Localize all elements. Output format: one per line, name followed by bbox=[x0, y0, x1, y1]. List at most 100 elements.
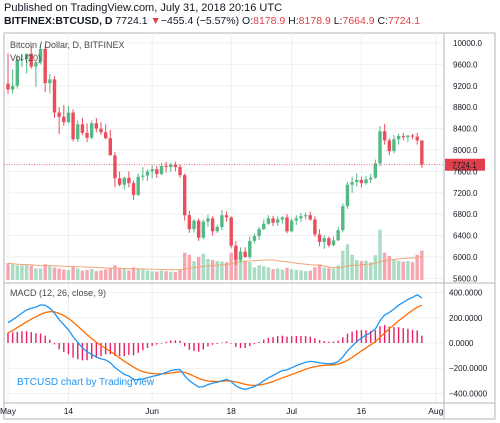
candle-body bbox=[276, 219, 280, 223]
open-value: 8178.9 bbox=[253, 15, 286, 27]
volume-bar bbox=[406, 261, 410, 280]
volume-bar bbox=[103, 269, 108, 280]
candle-body bbox=[43, 48, 47, 84]
macd-histogram-bar bbox=[286, 336, 288, 343]
macd-histogram-bar bbox=[309, 336, 311, 343]
volume-bar bbox=[271, 269, 275, 280]
volume-bar bbox=[266, 267, 271, 280]
volume-bar bbox=[169, 271, 173, 280]
volume-bar bbox=[345, 244, 350, 280]
macd-histogram-bar bbox=[370, 330, 372, 343]
candle-body bbox=[80, 124, 85, 133]
macd-histogram-bar bbox=[100, 343, 102, 357]
candle-body bbox=[155, 169, 159, 175]
candle-body bbox=[303, 215, 308, 217]
chart-frame bbox=[3, 32, 496, 420]
candle-body bbox=[322, 238, 326, 242]
macd-histogram-bar bbox=[328, 341, 330, 343]
candle-body bbox=[201, 221, 205, 238]
volume-bar bbox=[285, 267, 289, 280]
volume-bar bbox=[317, 264, 322, 280]
macd-histogram-bar bbox=[132, 343, 135, 356]
macd-histogram-bar bbox=[95, 343, 98, 358]
ticker-line: BITFINEX:BTCUSD, D 7724.1 ▼−455.4 (−5.57… bbox=[4, 15, 420, 27]
macd-histogram-bar bbox=[170, 340, 172, 343]
volume-bar bbox=[299, 270, 303, 280]
volume-bar bbox=[327, 267, 331, 280]
volume-bar bbox=[369, 262, 373, 280]
volume-bar bbox=[80, 270, 85, 280]
candle-body bbox=[238, 251, 243, 260]
volume-bar bbox=[187, 254, 192, 280]
volume-bar bbox=[238, 256, 243, 280]
date-tick-label: May bbox=[0, 406, 17, 416]
candle-body bbox=[406, 135, 410, 138]
candle-body bbox=[350, 182, 354, 185]
macd-histogram-bar bbox=[72, 343, 74, 358]
symbol-label: BITFINEX:BTCUSD, D bbox=[4, 15, 113, 27]
candle-body bbox=[20, 59, 24, 61]
volume-bar bbox=[341, 250, 345, 280]
price-tick-label: 8400.0 bbox=[453, 125, 478, 134]
candle-body bbox=[173, 164, 178, 168]
candle-body bbox=[248, 240, 252, 257]
volume-bar bbox=[396, 260, 401, 280]
volume-bar bbox=[322, 267, 326, 280]
date-tick-label: 16 bbox=[357, 406, 367, 416]
volume-bar bbox=[262, 266, 266, 280]
macd-histogram-bar bbox=[146, 343, 149, 348]
macd-histogram-bar bbox=[197, 343, 200, 352]
macd-histogram-bar bbox=[91, 343, 93, 359]
macd-histogram-bar bbox=[393, 327, 395, 343]
candle-body bbox=[117, 178, 122, 185]
macd-histogram-bar bbox=[216, 343, 218, 344]
volume-bar bbox=[378, 229, 382, 280]
macd-histogram-bar bbox=[114, 343, 116, 356]
volume-bar bbox=[43, 264, 47, 280]
macd-histogram-bar bbox=[300, 335, 302, 343]
volume-bar bbox=[113, 265, 117, 280]
axes: 10000.0 9600.0 9200.0 8800.0 8400.0 8000.0 760… bbox=[0, 39, 488, 416]
macd-tick-label: 200.0000 bbox=[449, 314, 483, 323]
macd-tick-label: 400.0000 bbox=[449, 289, 483, 298]
candle-body bbox=[34, 62, 38, 67]
macd-histogram-bar bbox=[109, 343, 111, 355]
price-tick-label: 7200.0 bbox=[453, 189, 478, 198]
candle-body bbox=[308, 215, 312, 220]
volume-bar bbox=[224, 262, 229, 280]
candle-body bbox=[331, 240, 336, 246]
price-tick-label: 9600.0 bbox=[453, 60, 478, 69]
volume-bar bbox=[229, 252, 233, 280]
volume-bar bbox=[373, 255, 378, 280]
candle-body bbox=[145, 171, 150, 176]
candle-body bbox=[38, 48, 43, 63]
macd-histogram-bar bbox=[53, 343, 56, 345]
volume-bar bbox=[85, 269, 89, 280]
watermark: BTCUSD chart by TradingView bbox=[17, 377, 155, 388]
candle-body bbox=[62, 116, 66, 123]
price-tick-label: 5600.0 bbox=[453, 274, 478, 283]
candle-body bbox=[187, 215, 192, 230]
volume-bar bbox=[359, 261, 364, 280]
macd-histogram-bar bbox=[49, 339, 51, 343]
price-tick-label: 6400.0 bbox=[453, 232, 478, 241]
date-tick-label: Jun bbox=[145, 406, 159, 416]
candle-body bbox=[169, 164, 173, 168]
volume-bar bbox=[183, 252, 187, 280]
macd-histogram-bar bbox=[156, 343, 158, 345]
macd-histogram-bar bbox=[346, 333, 349, 343]
candle-body bbox=[243, 251, 247, 257]
candle-body bbox=[136, 176, 140, 195]
candle-body bbox=[359, 179, 364, 184]
candle-body bbox=[392, 139, 396, 152]
macd-histogram-bar bbox=[174, 340, 177, 343]
macd-histogram-bar bbox=[67, 343, 70, 355]
chart-title: Bitcoin / Dollar, D, BITFINEX bbox=[10, 40, 125, 50]
volume-bar bbox=[387, 255, 391, 280]
candle-body bbox=[94, 123, 99, 129]
volume-bar bbox=[196, 256, 201, 280]
macd-histogram-bar bbox=[337, 340, 339, 343]
candle-body bbox=[85, 132, 89, 138]
volume-bar bbox=[248, 262, 252, 280]
